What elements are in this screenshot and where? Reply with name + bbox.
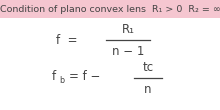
FancyBboxPatch shape (0, 0, 220, 18)
Text: Condition of plano convex lens  R₁ > 0  R₂ = ∞: Condition of plano convex lens R₁ > 0 R₂… (0, 5, 220, 14)
Text: f: f (52, 70, 56, 82)
Text: R₁: R₁ (121, 23, 134, 36)
Text: f  =: f = (57, 34, 78, 47)
FancyBboxPatch shape (0, 18, 220, 110)
Text: b: b (59, 75, 64, 84)
Text: tc: tc (142, 61, 154, 73)
Text: n: n (144, 82, 152, 95)
Text: n − 1: n − 1 (112, 45, 144, 58)
Text: = f −: = f − (69, 70, 100, 82)
